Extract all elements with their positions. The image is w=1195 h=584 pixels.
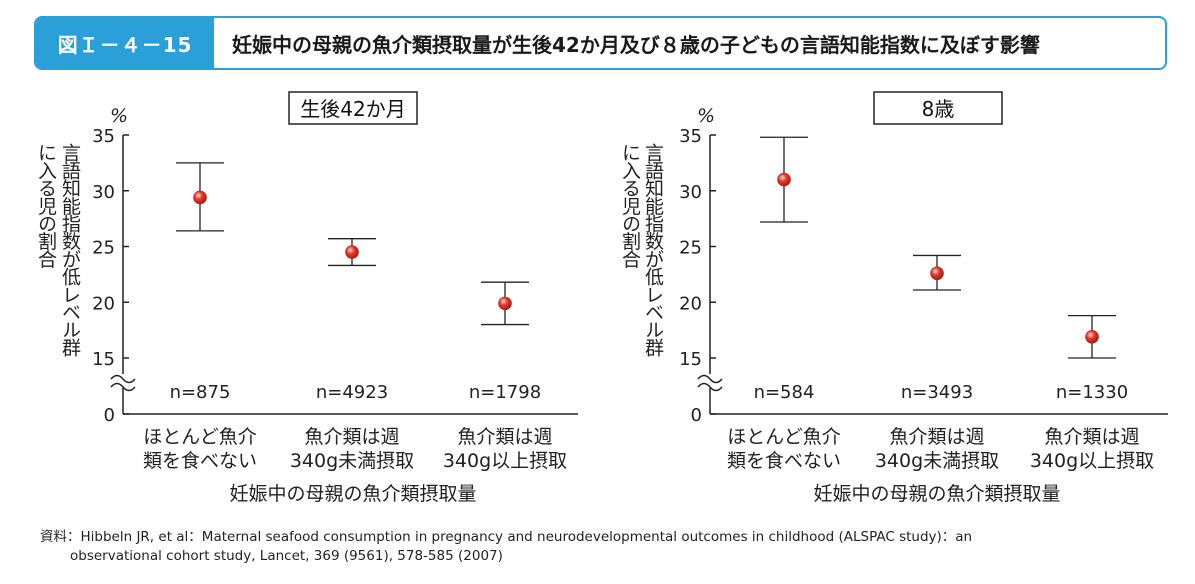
source-note: 資料：Hibbeln JR, et al：Maternal seafood co… xyxy=(40,528,1180,566)
category-label: ほとんど魚介 xyxy=(143,426,256,448)
axis-break-mark-lower xyxy=(110,382,136,392)
data-point xyxy=(193,190,207,205)
x-axis-label: 妊娠中の母親の魚介類摂取量 xyxy=(229,483,476,505)
y-axis-label-col-1: 言語知能指数が低レベル群 xyxy=(59,143,81,357)
category-label: 類を食べない xyxy=(143,450,257,472)
source-line-2: observational cohort study, Lancet, 369 … xyxy=(70,548,503,564)
category-label: 魚介類は週 xyxy=(889,426,984,448)
y-tick-label: 20 xyxy=(92,293,115,314)
panel-title-box xyxy=(288,91,418,125)
axis-break-mark-upper xyxy=(110,374,136,384)
source-label: 資料： xyxy=(40,529,81,545)
y-axis-label-col-1: 言語知能指数が低レベル群 xyxy=(642,143,664,357)
y-axis-label-col-2: に入る児の割合 xyxy=(35,143,57,268)
y-tick-label: 35 xyxy=(679,126,702,147)
y-tick-label: 35 xyxy=(92,126,115,147)
category-label: 魚介類は週 xyxy=(457,426,552,448)
data-point xyxy=(498,296,512,311)
data-point xyxy=(345,245,359,259)
category-label: 340g以上摂取 xyxy=(443,450,567,472)
n-label: n=4923 xyxy=(316,382,388,403)
n-label: n=3493 xyxy=(901,382,973,403)
x-axis-label: 妊娠中の母親の魚介類摂取量 xyxy=(813,483,1060,505)
category-label: 魚介類は週 xyxy=(304,426,399,448)
panel-title-box xyxy=(873,91,1003,125)
axis-break-mark-lower xyxy=(697,382,723,392)
category-label: 340g未満摂取 xyxy=(875,450,999,472)
panel-title: 生後42か月 xyxy=(300,97,405,121)
y-tick-label: 0 xyxy=(691,405,702,426)
figure-title: 妊娠中の母親の魚介類摂取量が生後42か月及び８歳の子どもの言語知能指数に及ぼす影… xyxy=(232,32,1040,57)
n-label: n=1330 xyxy=(1056,382,1128,403)
category-label: 魚介類は週 xyxy=(1044,426,1139,448)
data-point xyxy=(930,266,944,281)
y-tick-label: 30 xyxy=(92,182,115,203)
y-tick-label: 15 xyxy=(92,349,115,370)
y-unit-label: % xyxy=(697,105,715,127)
panel-title: 8歳 xyxy=(922,97,955,121)
n-label: n=1798 xyxy=(469,382,541,403)
y-tick-label: 0 xyxy=(104,405,115,426)
y-tick-label: 20 xyxy=(679,293,702,314)
y-tick-label: 15 xyxy=(679,349,702,370)
category-label: 340g以上摂取 xyxy=(1030,450,1154,472)
category-label: ほとんど魚介 xyxy=(727,426,840,448)
y-axis-label-col-2: に入る児の割合 xyxy=(619,143,641,268)
figure-header: 図Ｉ－４－15 妊娠中の母親の魚介類摂取量が生後42か月及び８歳の子どもの言語知… xyxy=(34,16,1167,70)
figure-label: 図Ｉ－４－15 xyxy=(36,18,214,68)
y-unit-label: % xyxy=(110,105,128,127)
y-tick-label: 25 xyxy=(679,238,702,259)
category-label: 340g未満摂取 xyxy=(290,450,414,472)
source-line-1: Hibbeln JR, et al：Maternal seafood consu… xyxy=(80,529,973,545)
data-point xyxy=(777,172,791,187)
y-tick-label: 30 xyxy=(679,182,702,203)
n-label: n=584 xyxy=(754,382,815,403)
y-tick-label: 25 xyxy=(92,238,115,259)
category-label: 類を食べない xyxy=(727,450,841,472)
data-point xyxy=(1085,330,1099,344)
n-label: n=875 xyxy=(170,382,231,403)
axis-break-mark-upper xyxy=(697,374,723,384)
